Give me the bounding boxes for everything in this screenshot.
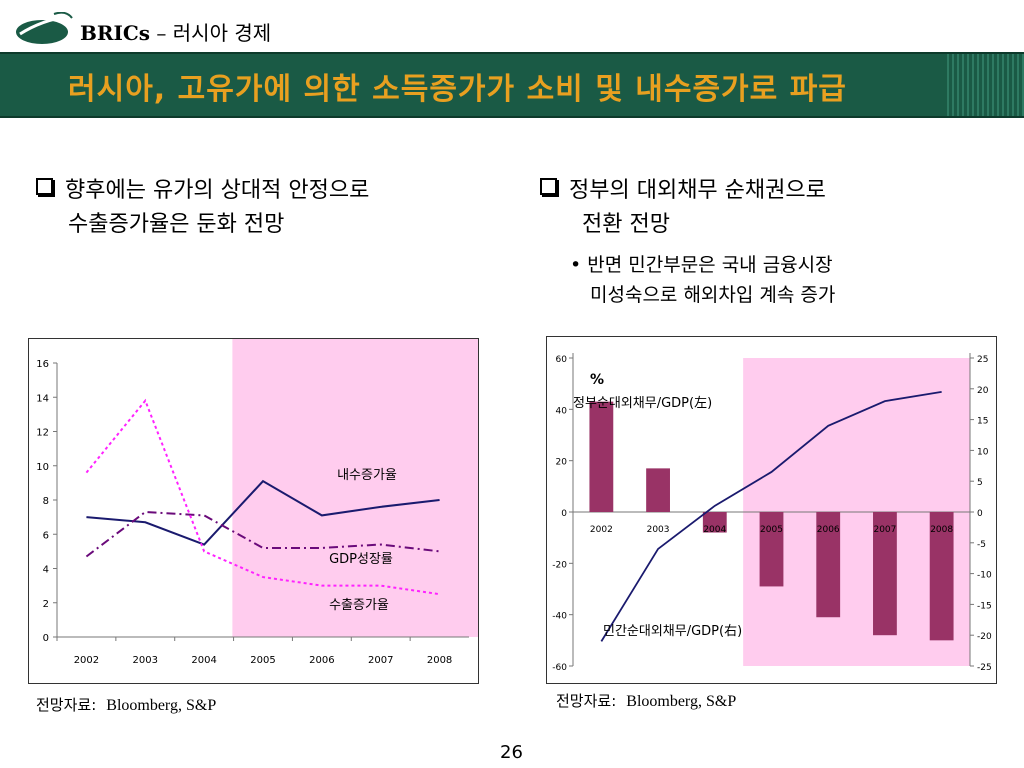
x-tick-label: 2008: [930, 525, 953, 535]
series-label: 내수증가율: [337, 468, 397, 483]
y-tick-label: 2: [43, 599, 49, 610]
right-tick-label: 0: [977, 509, 983, 519]
right-tick-label: 25: [977, 355, 988, 365]
right-tick-label: -10: [977, 571, 992, 581]
left-tick-label: 40: [556, 406, 568, 416]
page-title: 러시아, 고유가에 의한 소득증가가 소비 및 내수증가로 파급: [68, 72, 847, 107]
x-tick-label: 2008: [427, 655, 452, 666]
x-tick-label: 2004: [191, 655, 216, 666]
bar: [589, 401, 614, 512]
left-bullet: 향후에는 유가의 상대적 안정으로 수출증가율은 둔화 전망: [36, 174, 369, 242]
header-brand: BRICs: [80, 21, 151, 45]
source-name: Bloomberg, S&P: [106, 697, 217, 714]
x-tick-label: 2002: [74, 655, 99, 666]
y-tick-label: 14: [36, 393, 49, 404]
dot-bullet-icon: •: [570, 254, 582, 276]
left-chart-frame: 0 2 4 6 8 10 12 14 16 2002 2003 2004 2005 2006 2007 200…: [28, 338, 479, 684]
bar: [929, 512, 954, 641]
checkbox-bullet-icon: [540, 178, 557, 195]
right-tick-label: -15: [977, 601, 992, 611]
y-tick-label: 4: [43, 565, 49, 576]
left-tick-label: 20: [556, 458, 568, 468]
right-tick-label: 10: [977, 447, 989, 457]
title-banner: 러시아, 고유가에 의한 소득증가가 소비 및 내수증가로 파급: [0, 52, 1024, 118]
x-tick-label: 2003: [133, 655, 158, 666]
series-label: GDP성장률: [329, 552, 393, 567]
y-tick-label: 12: [36, 428, 49, 439]
series-line: [86, 479, 440, 546]
right-bullet-line1: 정부의 대외채무 순채권으로: [569, 178, 826, 203]
x-tick-label: 2004: [703, 525, 726, 535]
y-tick-label: 8: [43, 496, 49, 507]
right-chart-frame: 60 40 20 0 -20 -40 -60 25 20 15 10 5 0 -5 -10 -15 -20 -25…: [546, 336, 997, 684]
source-label: 전망자료:: [556, 692, 617, 710]
left-tick-label: -20: [552, 560, 567, 570]
right-tick-label: -5: [977, 540, 986, 550]
banner-stripe: [944, 54, 1024, 116]
y-tick-label: 6: [43, 530, 49, 541]
bar: [873, 512, 897, 636]
series-line: [85, 510, 440, 558]
source-label: 전망자료:: [36, 696, 97, 714]
left-tick-label: 0: [561, 509, 567, 519]
x-tick-label: 2005: [760, 525, 783, 535]
bar: [702, 512, 727, 533]
x-tick-label: 2006: [817, 525, 840, 535]
page-number: 26: [500, 742, 523, 763]
right-bullet-line2: 전환 전망: [582, 212, 670, 237]
series-label: 정부순대외채무/GDP(左): [573, 396, 712, 411]
x-tick-label: 2007: [873, 525, 896, 535]
logo-icon: [16, 12, 73, 44]
left-bullet-line2: 수출증가율은 둔화 전망: [68, 212, 285, 237]
forecast-shade: [232, 339, 478, 637]
y-tick-label: 0: [43, 633, 49, 644]
x-tick-label: 2005: [250, 655, 275, 666]
series-line: [85, 398, 440, 596]
bar: [759, 512, 784, 587]
right-tick-label: 15: [977, 417, 988, 427]
bar: [646, 468, 670, 512]
unit-label: %: [590, 372, 604, 388]
x-tick-label: 2006: [309, 655, 334, 666]
y-tick-label: 10: [36, 462, 49, 473]
bar: [816, 512, 841, 618]
header-subtitle: 러시아 경제: [172, 21, 272, 45]
series-line: [600, 390, 942, 642]
right-tick-label: -25: [977, 663, 992, 673]
source-name: Bloomberg, S&P: [626, 693, 737, 710]
header-title: BRICs – 러시아 경제: [80, 17, 271, 46]
right-sub-bullet: • 반면 민간부문은 국내 금융시장 미성숙으로 해외차입 계속 증가: [570, 250, 835, 310]
left-tick-label: -40: [552, 612, 567, 622]
series-label: 민간순대외채무/GDP(右): [603, 624, 742, 639]
right-bullet: 정부의 대외채무 순채권으로 전환 전망: [540, 174, 826, 242]
right-tick-label: -20: [977, 632, 992, 642]
right-sub-line1: 반면 민간부문은 국내 금융시장: [587, 254, 833, 276]
right-sub-line2: 미성숙으로 해외차입 계속 증가: [590, 284, 836, 306]
left-tick-label: 60: [556, 355, 568, 365]
left-bullet-line1: 향후에는 유가의 상대적 안정으로: [65, 178, 370, 203]
left-line-chart: 0 2 4 6 8 10 12 14 16 2002 2003 2004 2005 2006 2007 200…: [36, 339, 478, 666]
checkbox-bullet-icon: [36, 178, 53, 195]
right-tick-label: 20: [977, 386, 989, 396]
right-bar-line-chart: 60 40 20 0 -20 -40 -60 25 20 15 10 5 0 -5 -10 -15 -20 -25…: [552, 353, 992, 673]
series-label: 수출증가율: [329, 598, 389, 613]
source-left: 전망자료: Bloomberg, S&P: [36, 694, 216, 715]
right-tick-label: 5: [977, 478, 983, 488]
x-tick-label: 2003: [647, 525, 670, 535]
x-tick-label: 2002: [590, 525, 613, 535]
left-tick-label: -60: [552, 663, 567, 673]
y-tick-label: 16: [36, 359, 49, 370]
source-right: 전망자료: Bloomberg, S&P: [556, 690, 736, 711]
header-dash: –: [150, 21, 173, 45]
x-tick-label: 2007: [368, 655, 393, 666]
